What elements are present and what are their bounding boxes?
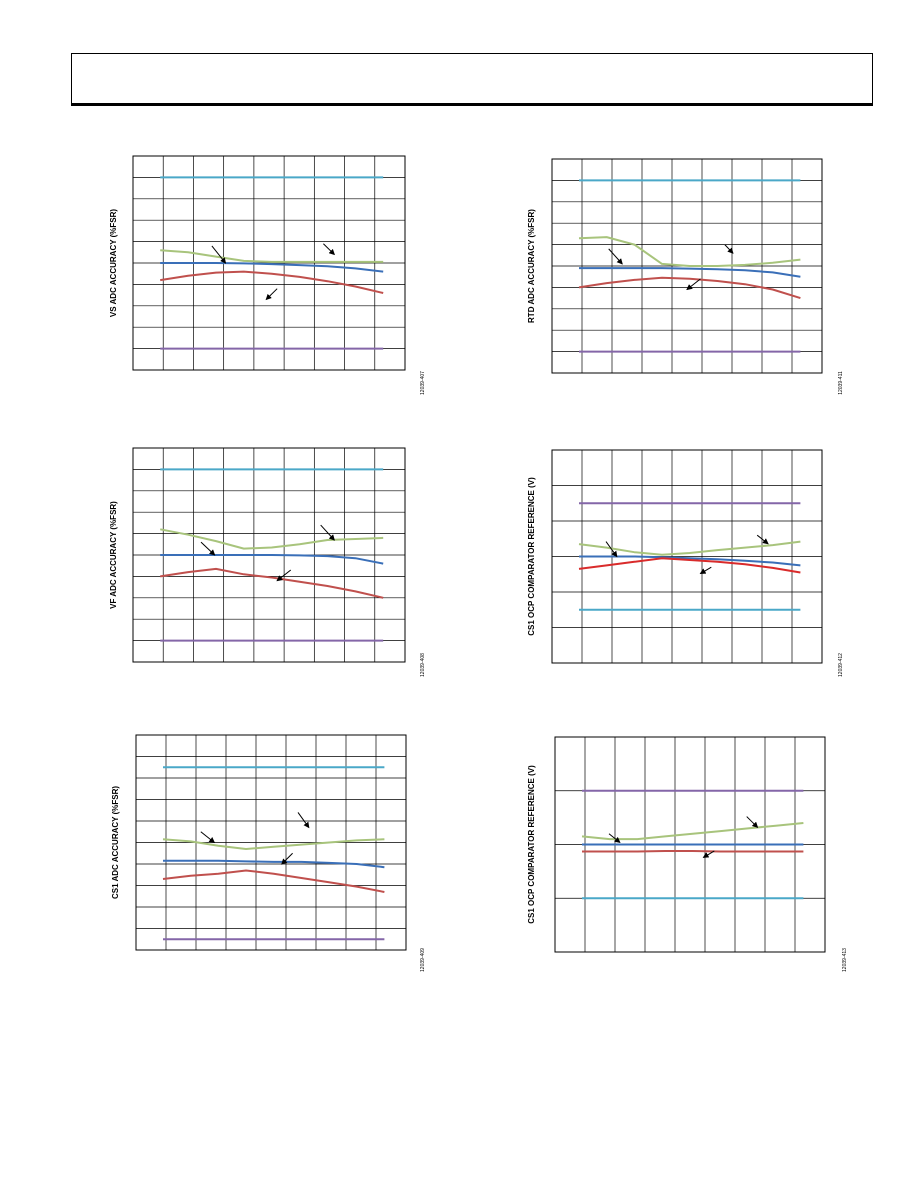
series-line-red bbox=[160, 567, 384, 599]
series-line-blue bbox=[160, 262, 384, 273]
series-line-blue bbox=[579, 267, 801, 278]
y-axis-label: RTD ADC ACCURACY (%FSR) bbox=[527, 209, 536, 323]
series-line-green bbox=[160, 528, 384, 550]
series-line-blue bbox=[160, 554, 384, 565]
chart-cs1ocp1: CS1 OCP COMPARATOR REFERENCE (V) 12039-41… bbox=[527, 449, 844, 677]
annotation-arrow bbox=[724, 244, 734, 254]
y-axis-label: CS1 ADC ACCURACY (%FSR) bbox=[111, 786, 120, 899]
annotation-arrow bbox=[265, 288, 278, 301]
series-line-green bbox=[162, 838, 385, 850]
chart-rtd: RTD ADC ACCURACY (%FSR) 12039-411 bbox=[527, 158, 844, 395]
annotation-arrow bbox=[276, 569, 292, 582]
annotation-arrow bbox=[297, 812, 310, 829]
series-line-red bbox=[578, 276, 801, 300]
annotation-arrow bbox=[686, 278, 701, 291]
series-line-red_bright bbox=[578, 557, 801, 574]
figure-id: 12039-412 bbox=[838, 653, 844, 677]
series-line-green bbox=[578, 236, 801, 267]
figure-id: 12039-409 bbox=[420, 948, 426, 972]
series-line-blue bbox=[163, 859, 385, 869]
chart-vf: VF ADC ACCURACY (%FSR) 12039-408 bbox=[109, 447, 426, 677]
annotation-arrow bbox=[699, 566, 712, 575]
annotation-arrow bbox=[200, 541, 216, 556]
y-axis-label: CS1 OCP COMPARATOR REFERENCE (V) bbox=[527, 765, 536, 924]
series-line-red bbox=[162, 869, 385, 893]
annotation-arrow bbox=[756, 534, 769, 545]
annotation-arrow bbox=[608, 248, 623, 265]
y-axis-label: VS ADC ACCURACY (%FSR) bbox=[109, 209, 118, 317]
y-axis-label: VF ADC ACCURACY (%FSR) bbox=[109, 501, 118, 609]
y-axis-label: CS1 OCP COMPARATOR REFERENCE (V) bbox=[527, 477, 536, 636]
annotation-arrow bbox=[605, 541, 618, 558]
figure-id: 12039-413 bbox=[842, 948, 848, 972]
annotation-arrow bbox=[320, 524, 335, 541]
page-header-box bbox=[71, 53, 873, 106]
annotation-arrow bbox=[200, 831, 216, 844]
annotation-arrow bbox=[702, 850, 715, 858]
chart-cs1adc: CS1 ADC ACCURACY (%FSR) 12039-409 bbox=[111, 734, 426, 972]
annotation-arrow bbox=[211, 245, 227, 264]
annotation-arrow bbox=[281, 852, 293, 865]
figure-id: 12039-411 bbox=[838, 371, 844, 395]
annotation-arrow bbox=[323, 243, 335, 256]
chart-cs1ocp2: CS1 OCP COMPARATOR REFERENCE (V) 12039-41… bbox=[527, 736, 848, 972]
series-line-green bbox=[160, 249, 384, 263]
annotation-arrow bbox=[746, 816, 759, 829]
annotation-arrow bbox=[608, 833, 621, 843]
series-line-red bbox=[160, 270, 384, 294]
figure-id: 12039-407 bbox=[420, 371, 426, 395]
chart-vs: VS ADC ACCURACY (%FSR) 12039-407 bbox=[109, 155, 426, 395]
series-line-green bbox=[578, 540, 801, 556]
series-line-red bbox=[582, 850, 804, 853]
figure-id: 12039-408 bbox=[420, 653, 426, 677]
